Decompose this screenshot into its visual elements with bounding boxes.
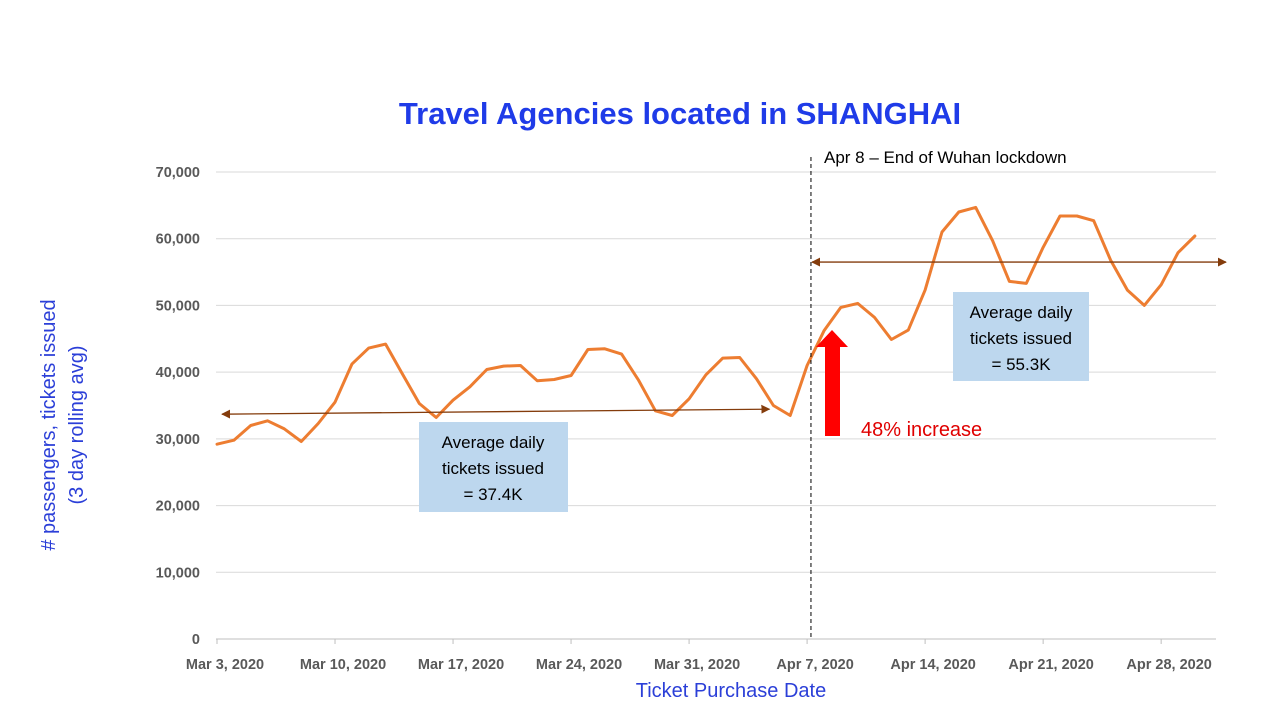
- increase-label: 48% increase: [861, 419, 982, 441]
- x-axis-title: Ticket Purchase Date: [636, 680, 826, 702]
- avg-before-line-1: Average daily: [442, 433, 545, 452]
- gridlines: [216, 171, 1216, 573]
- y-axis-ticks: 0 10,000 20,000 30,000 40,000 50,000 60,000 70,…: [156, 165, 200, 648]
- y-tick-label: 70,000: [156, 165, 200, 181]
- x-axis-ticks: Mar 3, 2020 Mar 10, 2020 Mar 17, 2020 Mar 2…: [186, 639, 1212, 673]
- x-tick-label: Mar 17, 2020: [418, 657, 504, 673]
- y-tick-label: 50,000: [156, 298, 200, 314]
- y-tick-label: 10,000: [156, 565, 200, 581]
- x-tick-label: Apr 21, 2020: [1008, 657, 1093, 673]
- chart-title: Travel Agencies located in SHANGHAI: [399, 96, 961, 131]
- x-tick-label: Mar 3, 2020: [186, 657, 264, 673]
- avg-after-box: Average daily tickets issued = 55.3K: [953, 292, 1089, 381]
- lockdown-label: Apr 8 – End of Wuhan lockdown: [824, 148, 1067, 167]
- y-tick-label: 0: [192, 632, 200, 648]
- avg-before-line-3: = 37.4K: [463, 485, 523, 504]
- avg-after-line-3: = 55.3K: [991, 355, 1051, 374]
- x-tick-label: Mar 10, 2020: [300, 657, 386, 673]
- x-tick-label: Apr 28, 2020: [1126, 657, 1211, 673]
- x-tick-label: Mar 24, 2020: [536, 657, 622, 673]
- avg-before-box: Average daily tickets issued = 37.4K: [419, 422, 568, 512]
- y-tick-label: 60,000: [156, 232, 200, 248]
- avg-before-arrow: [221, 404, 771, 419]
- x-tick-label: Apr 14, 2020: [890, 657, 975, 673]
- y-tick-label: 20,000: [156, 499, 200, 515]
- avg-before-line-2: tickets issued: [442, 459, 544, 478]
- y-axis-title-line: (3 day rolling avg): [66, 346, 88, 505]
- avg-after-line-2: tickets issued: [970, 329, 1072, 348]
- avg-after-line-1: Average daily: [970, 303, 1073, 322]
- increase-arrow: [816, 330, 848, 436]
- y-tick-label: 40,000: [156, 365, 200, 381]
- y-axis-title-line: # passengers, tickets issued: [38, 299, 60, 550]
- y-tick-label: 30,000: [156, 432, 200, 448]
- y-axis-title: # passengers, tickets issued (3 day rolli…: [38, 299, 88, 550]
- x-tick-label: Apr 7, 2020: [776, 657, 853, 673]
- x-tick-label: Mar 31, 2020: [654, 657, 740, 673]
- series-points: [216, 207, 1195, 445]
